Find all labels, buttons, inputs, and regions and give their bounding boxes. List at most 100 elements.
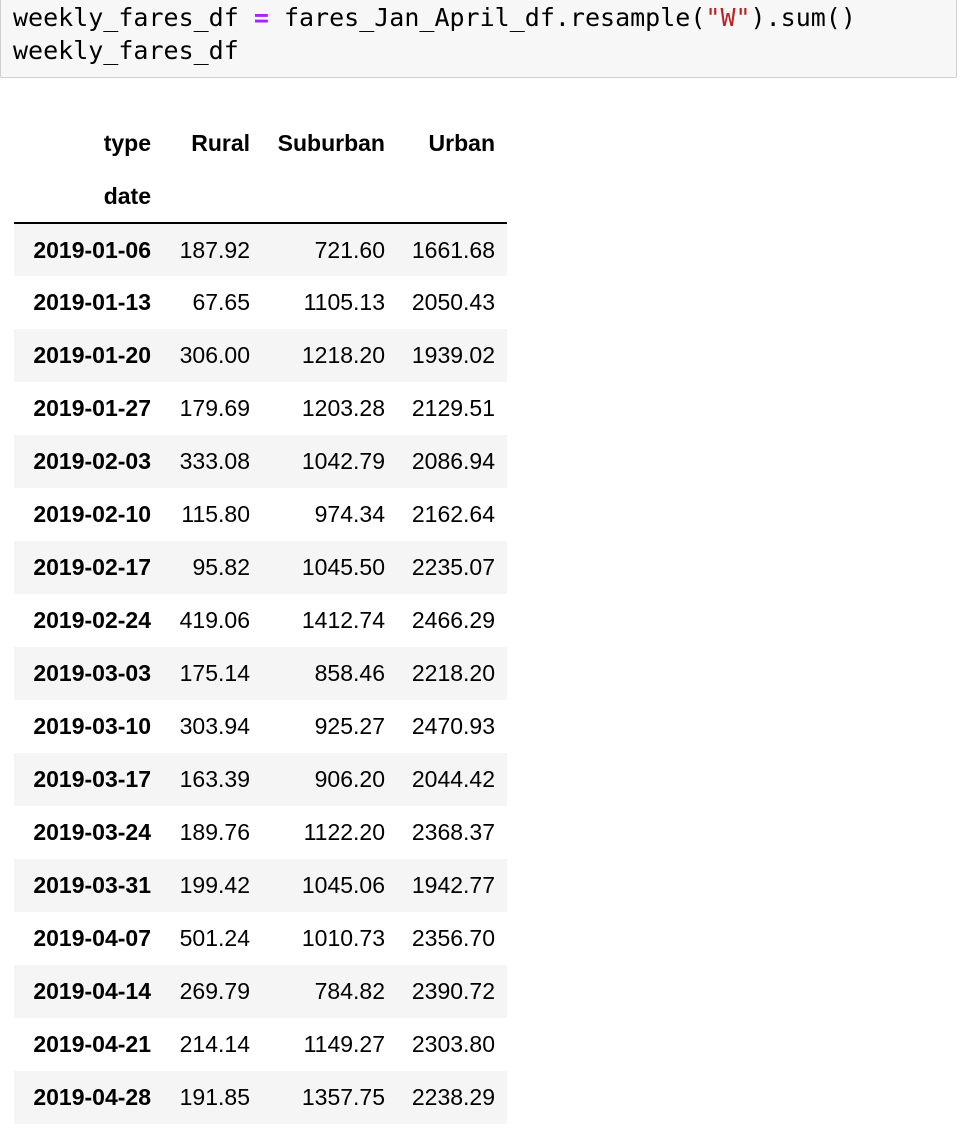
row-index-date: 2019-02-10: [33, 501, 151, 527]
cell-suburban: 1042.79: [301, 448, 385, 474]
cell-suburban: 1105.13: [303, 289, 385, 315]
table-row: 2019-03-31 199.42 1045.06 1942.77: [14, 859, 507, 912]
cell-urban: 2050.43: [411, 289, 495, 315]
table-header-row: type Rural Suburban Urban: [14, 117, 507, 170]
row-index-date: 2019-01-20: [33, 342, 151, 368]
table-body: 2019-01-06 187.92 721.60 1661.68 2019-01-13 6…: [14, 223, 507, 1124]
cell-suburban: 1203.28: [301, 395, 385, 421]
column-header-suburban: Suburban: [277, 130, 385, 156]
row-index-date: 2019-04-21: [33, 1031, 151, 1057]
cell-rural: 163.39: [179, 766, 250, 792]
cell-suburban: 1218.20: [301, 342, 385, 368]
cell-rural: 189.76: [179, 819, 250, 845]
cell-rural: 306.00: [179, 342, 250, 368]
table-row: 2019-04-14 269.79 784.82 2390.72: [14, 965, 507, 1018]
column-header-rural: Rural: [191, 130, 250, 156]
code-line-1: weekly_fares_df = fares_Jan_April_df.res…: [13, 3, 856, 33]
index-name-label: date: [14, 170, 163, 224]
table-row: 2019-02-10 115.80 974.34 2162.64: [14, 488, 507, 541]
cell-urban: 2162.64: [411, 501, 495, 527]
row-index-date: 2019-01-06: [33, 236, 151, 263]
row-index-date: 2019-01-27: [33, 395, 151, 421]
table-row: 2019-03-03 175.14 858.46 2218.20: [14, 647, 507, 700]
cell-urban: 2303.80: [411, 1031, 495, 1057]
cell-rural: 333.08: [179, 448, 250, 474]
cell-suburban: 906.20: [314, 766, 385, 792]
cell-rural: 501.24: [179, 925, 250, 951]
code-line-2: weekly_fares_df: [13, 36, 239, 65]
cell-rural: 179.69: [179, 395, 250, 421]
table-row: 2019-02-03 333.08 1042.79 2086.94: [14, 435, 507, 488]
cell-suburban: 925.27: [314, 713, 385, 739]
row-index-date: 2019-04-14: [33, 978, 151, 1004]
table-row: 2019-03-10 303.94 925.27 2470.93: [14, 700, 507, 753]
cell-rural: 191.85: [179, 1084, 250, 1110]
row-index-date: 2019-03-10: [33, 713, 151, 739]
table-index-name-row: date: [14, 170, 507, 224]
row-index-date: 2019-04-07: [33, 925, 151, 951]
code-expression-start: fares_Jan_April_df.resample(: [268, 3, 706, 32]
cell-urban: 2466.29: [411, 607, 495, 633]
code-cell-input[interactable]: weekly_fares_df = fares_Jan_April_df.res…: [0, 0, 957, 78]
cell-urban: 2238.29: [411, 1084, 495, 1110]
cell-urban: 1661.68: [411, 236, 495, 263]
cell-urban: 2235.07: [411, 554, 495, 580]
row-index-date: 2019-03-17: [33, 766, 151, 792]
table-row: 2019-01-13 67.65 1105.13 2050.43: [14, 276, 507, 329]
cell-rural: 95.82: [192, 554, 250, 580]
cell-suburban: 1412.74: [301, 607, 385, 633]
cell-rural: 269.79: [179, 978, 250, 1004]
code-operator: =: [253, 3, 269, 32]
row-index-date: 2019-03-24: [33, 819, 151, 845]
cell-suburban: 858.46: [314, 660, 385, 686]
dataframe-output-table: type Rural Suburban Urban date 2019-01-0…: [14, 117, 507, 1124]
cell-urban: 2086.94: [411, 448, 495, 474]
cell-suburban: 1357.75: [301, 1084, 385, 1110]
row-index-date: 2019-02-17: [33, 554, 151, 580]
cell-suburban: 974.34: [314, 501, 385, 527]
cell-urban: 2356.70: [411, 925, 495, 951]
cell-suburban: 1010.73: [301, 925, 385, 951]
index-name-spacer: [163, 170, 262, 224]
row-index-date: 2019-01-13: [33, 289, 151, 315]
cell-rural: 187.92: [179, 236, 250, 263]
cell-suburban: 1122.20: [303, 819, 385, 845]
columns-name-label: type: [103, 130, 151, 156]
row-index-date: 2019-02-03: [33, 448, 151, 474]
cell-urban: 2218.20: [411, 660, 495, 686]
cell-suburban: 1149.27: [303, 1031, 385, 1057]
cell-suburban: 721.60: [314, 236, 385, 263]
table-row: 2019-04-28 191.85 1357.75 2238.29: [14, 1071, 507, 1124]
row-index-date: 2019-03-03: [33, 660, 151, 686]
index-name-spacer: [262, 170, 397, 224]
column-header-urban: Urban: [428, 130, 495, 156]
code-expression-end: ).sum(): [750, 3, 856, 32]
cell-rural: 199.42: [179, 872, 250, 898]
row-index-date: 2019-02-24: [33, 607, 151, 633]
table-row: 2019-03-24 189.76 1122.20 2368.37: [14, 806, 507, 859]
row-index-date: 2019-04-28: [33, 1084, 151, 1110]
cell-urban: 2390.72: [411, 978, 495, 1004]
table-row: 2019-04-07 501.24 1010.73 2356.70: [14, 912, 507, 965]
cell-rural: 419.06: [179, 607, 250, 633]
cell-urban: 2044.42: [411, 766, 495, 792]
table-row: 2019-01-27 179.69 1203.28 2129.51: [14, 382, 507, 435]
cell-urban: 1942.77: [411, 872, 495, 898]
table-row: 2019-01-20 306.00 1218.20 1939.02: [14, 329, 507, 382]
cell-rural: 303.94: [179, 713, 250, 739]
code-string-literal: "W": [705, 3, 751, 32]
cell-urban: 2368.37: [411, 819, 495, 845]
cell-rural: 175.14: [179, 660, 250, 686]
cell-urban: 2470.93: [411, 713, 495, 739]
cell-suburban: 1045.06: [301, 872, 385, 898]
row-index-date: 2019-03-31: [33, 872, 151, 898]
table-row: 2019-03-17 163.39 906.20 2044.42: [14, 753, 507, 806]
code-variable: weekly_fares_df: [13, 3, 254, 32]
cell-urban: 2129.51: [411, 395, 495, 421]
table-row: 2019-02-24 419.06 1412.74 2466.29: [14, 594, 507, 647]
index-name-spacer: [397, 170, 507, 224]
cell-suburban: 784.82: [314, 978, 385, 1004]
cell-suburban: 1045.50: [301, 554, 385, 580]
cell-urban: 1939.02: [411, 342, 495, 368]
table-row: 2019-02-17 95.82 1045.50 2235.07: [14, 541, 507, 594]
